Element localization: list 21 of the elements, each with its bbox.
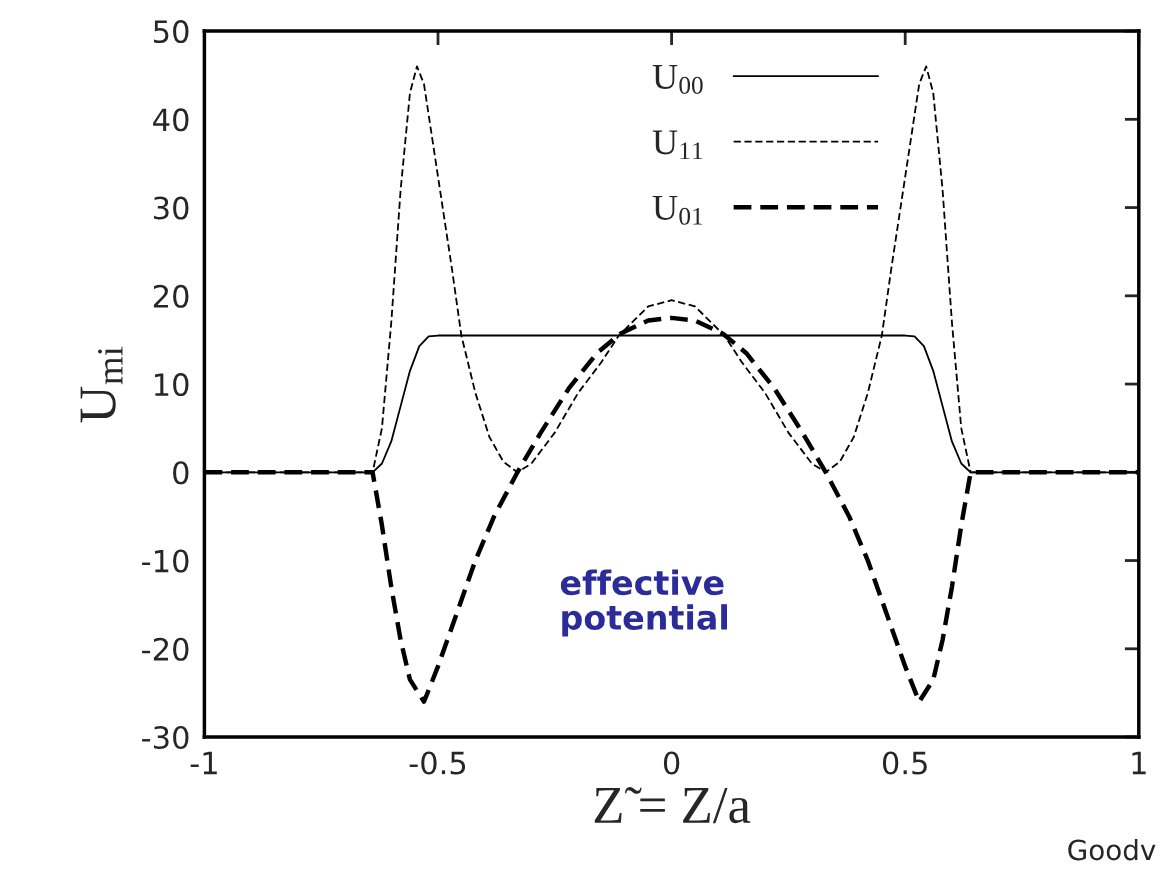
y-tick-label: 40 [153,108,189,132]
x-tick-label: -1 [190,751,217,775]
y-tick-label: 50 [153,20,189,44]
y-tick-label: 20 [153,284,189,308]
legend-label: U$_{00}$ [652,65,703,94]
x-tick-label: 0.5 [882,751,927,775]
annotation: effective potential [560,569,727,637]
x-tick-label: 1 [1132,751,1146,775]
y-axis-title: U$_{mi}$ [80,346,123,423]
y-tick-label: 10 [154,372,189,397]
legend-label: U$_{11}$ [652,130,703,160]
legend-label: U$_{01}$ [652,195,703,225]
y-tick-label: -20 [142,637,189,661]
y-tick-label: 0 [173,461,189,485]
y-tick-label: -30 [142,725,189,750]
x-axis-title: Z̃ = Z/a [594,787,751,824]
x-tick-label: 0 [663,751,680,775]
y-tick-label: 30 [153,196,189,220]
y-tick-label: -10 [142,549,189,573]
text: Goodv [1068,838,1156,861]
x-tick-label: -0.5 [409,751,466,775]
